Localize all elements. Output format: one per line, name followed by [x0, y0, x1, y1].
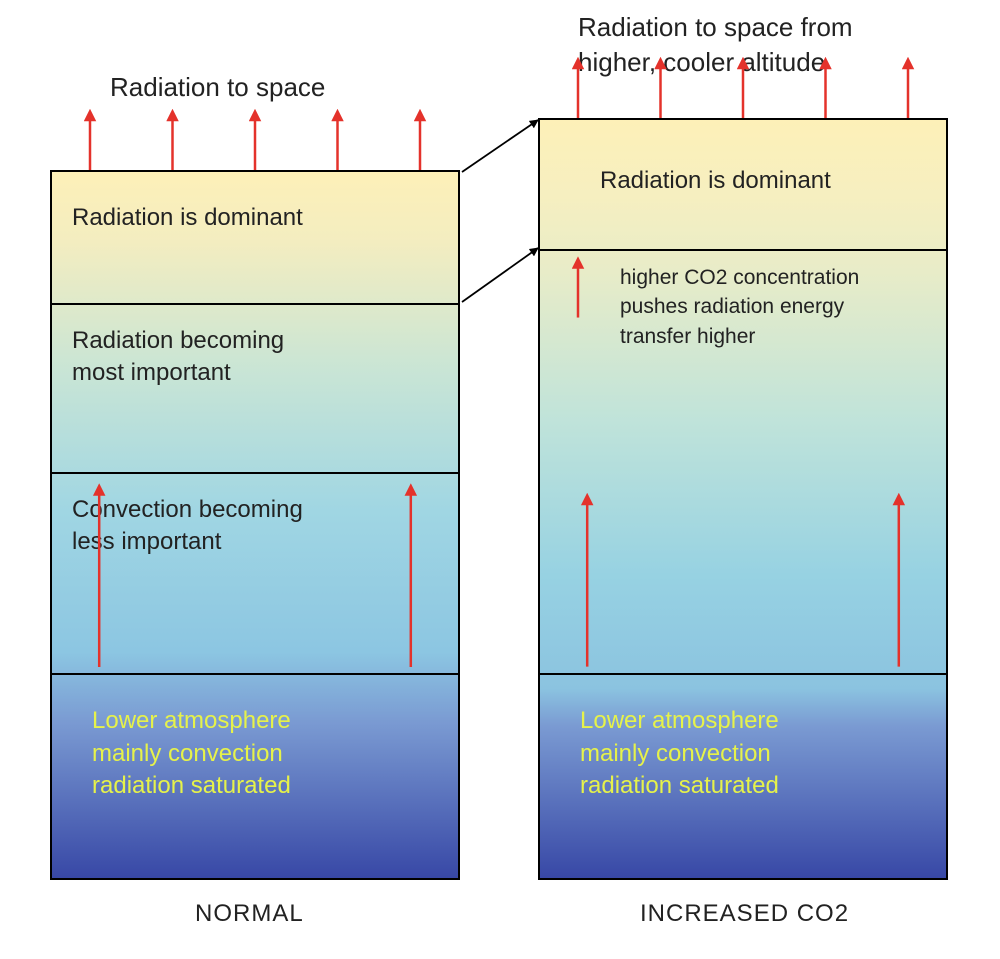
diagram-stage: Radiation to space Radiation to space fr… — [0, 0, 1000, 959]
layer-right-1-label: Lower atmosphere mainly convection radia… — [580, 705, 779, 802]
layer-right-4: Radiation is dominant — [540, 120, 946, 249]
layer-left-3-label: Radiation becoming most important — [72, 325, 284, 390]
bottom-label-right: INCREASED CO2 — [640, 900, 849, 928]
layer-right-3: higher CO2 concentration pushes radiatio… — [540, 249, 946, 673]
top-label-right: Radiation to space from higher, cooler a… — [578, 10, 853, 80]
column-normal: Radiation is dominant Radiation becoming… — [50, 170, 460, 880]
layer-left-4-label: Radiation is dominant — [72, 202, 303, 234]
layer-left-4: Radiation is dominant — [52, 172, 458, 303]
bottom-label-left: NORMAL — [195, 900, 304, 928]
layer-left-3: Radiation becoming most important — [52, 303, 458, 472]
layer-right-4-label: Radiation is dominant — [600, 165, 831, 197]
layer-left-2-label: Convection becoming less important — [72, 494, 303, 559]
layer-right-3-label: higher CO2 concentration pushes radiatio… — [620, 263, 859, 351]
layer-left-1-label: Lower atmosphere mainly convection radia… — [92, 705, 291, 802]
layer-right-1: Lower atmosphere mainly convection radia… — [540, 673, 946, 878]
top-label-left: Radiation to space — [110, 70, 325, 105]
layer-left-1: Lower atmosphere mainly convection radia… — [52, 673, 458, 878]
layer-left-2: Convection becoming less important — [52, 472, 458, 673]
column-increased-co2: Radiation is dominant higher CO2 concent… — [538, 118, 948, 880]
